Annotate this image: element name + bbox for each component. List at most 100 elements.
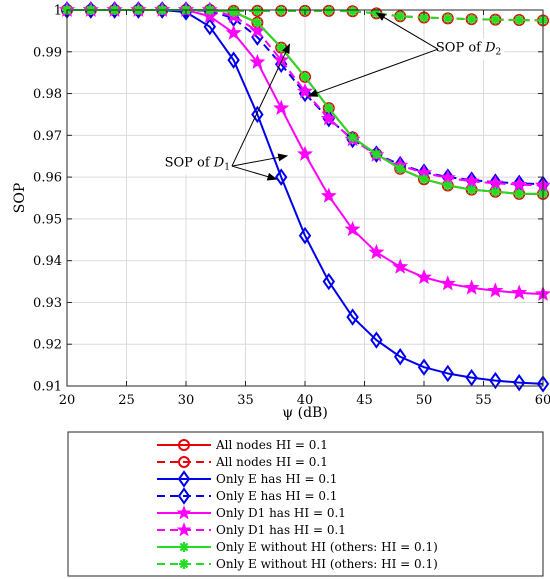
data-point	[487, 174, 504, 191]
legend-item: Only E has HI = 0.1	[157, 487, 337, 505]
data-point	[249, 53, 266, 70]
data-point	[368, 243, 385, 260]
data-point	[441, 364, 455, 383]
annotation-1: SOP of D2	[307, 12, 505, 97]
data-point	[177, 487, 191, 505]
data-point	[344, 220, 361, 237]
y-tick-label: 0.99	[33, 45, 62, 60]
data-point	[346, 308, 359, 326]
legend-label: Only E has HI = 0.1	[216, 489, 337, 503]
data-point	[273, 99, 290, 115]
legend-label: Only D1 has HI = 0.1	[216, 506, 346, 520]
legend-label: All nodes HI = 0.1	[215, 438, 328, 452]
data-point	[298, 226, 312, 245]
legend-label: Only E has HI = 0.1	[216, 472, 337, 486]
data-point	[251, 105, 264, 124]
annotation-bg	[161, 153, 233, 175]
data-point	[511, 176, 528, 192]
data-point	[228, 5, 239, 16]
x-tick-label: 60	[535, 393, 550, 408]
legend-label: Only E without HI (others: HI = 0.1)	[216, 540, 438, 554]
data-point	[419, 174, 429, 185]
x-tick-label: 35	[237, 393, 254, 408]
legend-label: All nodes HI = 0.1	[215, 455, 328, 469]
y-tick-label: 0.92	[33, 338, 62, 353]
y-tick-label: 0.98	[33, 87, 62, 102]
annotation-arrow	[307, 48, 439, 97]
axes: 20 25 30 35 40 45 50 55 60 0.91 0.92 0.93 0.94 0.95 0.…	[33, 4, 550, 409]
data-point	[323, 5, 334, 16]
annotation-arrow	[231, 165, 278, 181]
data-point	[176, 505, 192, 520]
data-point	[323, 103, 334, 114]
data-point	[320, 110, 337, 126]
data-point	[466, 14, 477, 25]
legend-item: Only D1 has HI = 0.1	[157, 522, 346, 537]
legend-label: Only E without HI (others: HI = 0.1)	[216, 557, 438, 571]
y-tick-label: 0.96	[33, 171, 62, 186]
data-point	[514, 188, 525, 199]
y-axis-label: SOP	[12, 183, 28, 214]
legend-item: Only D1 has HI = 0.1	[157, 505, 346, 520]
x-tick-label: 25	[118, 393, 135, 408]
data-point	[487, 282, 504, 298]
legend: All nodes HI = 0.1 All nodes HI = 0.1 Only…	[67, 431, 544, 577]
data-point	[465, 368, 478, 387]
data-point	[297, 145, 313, 161]
annotation-bg	[432, 38, 505, 60]
data-point	[320, 187, 337, 203]
data-point	[203, 17, 217, 36]
data-point	[201, 7, 218, 24]
legend-item: All nodes HI = 0.1	[157, 455, 328, 469]
data-point	[416, 268, 432, 285]
data-point	[395, 163, 406, 174]
y-tick-label: 0.95	[33, 212, 62, 227]
x-tick-label: 20	[59, 393, 76, 408]
data-point	[393, 348, 407, 366]
legend-item: All nodes HI = 0.1	[157, 438, 328, 452]
data-point	[297, 83, 313, 99]
legend-item: Only E without HI (others: HI = 0.1)	[157, 540, 438, 554]
data-point	[347, 6, 358, 17]
legend-label: Only D1 has HI = 0.1	[216, 523, 346, 537]
annotation-2: SOP of D1	[161, 43, 290, 181]
data-point	[225, 24, 242, 40]
data-point	[227, 51, 240, 69]
data-point	[417, 358, 431, 376]
data-point	[178, 456, 190, 468]
annotation-arrow	[231, 153, 289, 167]
data-point	[252, 5, 263, 16]
y-tick-label: 0.91	[33, 380, 62, 395]
annotation-arrow	[231, 43, 290, 167]
data-point	[179, 542, 189, 552]
data-point	[439, 275, 456, 291]
legend-box	[67, 431, 544, 577]
legend-item: Only E has HI = 0.1	[157, 470, 337, 488]
data-point	[347, 132, 358, 143]
x-tick-label: 40	[297, 393, 314, 408]
data-point	[276, 42, 287, 53]
data-point	[176, 522, 192, 537]
data-point	[463, 172, 480, 189]
data-point	[370, 331, 383, 349]
x-axis-label: ψ (dB)	[282, 405, 328, 421]
annotation-label: SOP of D1	[165, 156, 230, 173]
data-point	[442, 180, 453, 191]
data-point	[490, 14, 501, 25]
data-point	[371, 149, 382, 160]
annotation-arrow	[375, 12, 439, 50]
data-point	[273, 51, 290, 67]
data-point	[514, 15, 525, 26]
x-tick-label: 50	[416, 393, 433, 408]
data-point	[489, 371, 502, 390]
y-tick-label: 0.97	[33, 129, 62, 144]
data-point	[512, 373, 526, 392]
legend-item: Only E without HI (others: HI = 0.1)	[157, 557, 438, 571]
data-point	[178, 439, 190, 451]
annotation-label: SOP of D2	[436, 41, 501, 58]
y-tick-label: 1	[54, 4, 62, 19]
data-point	[395, 11, 406, 22]
data-point	[392, 258, 409, 274]
data-point	[511, 284, 528, 300]
data-point	[463, 279, 480, 295]
